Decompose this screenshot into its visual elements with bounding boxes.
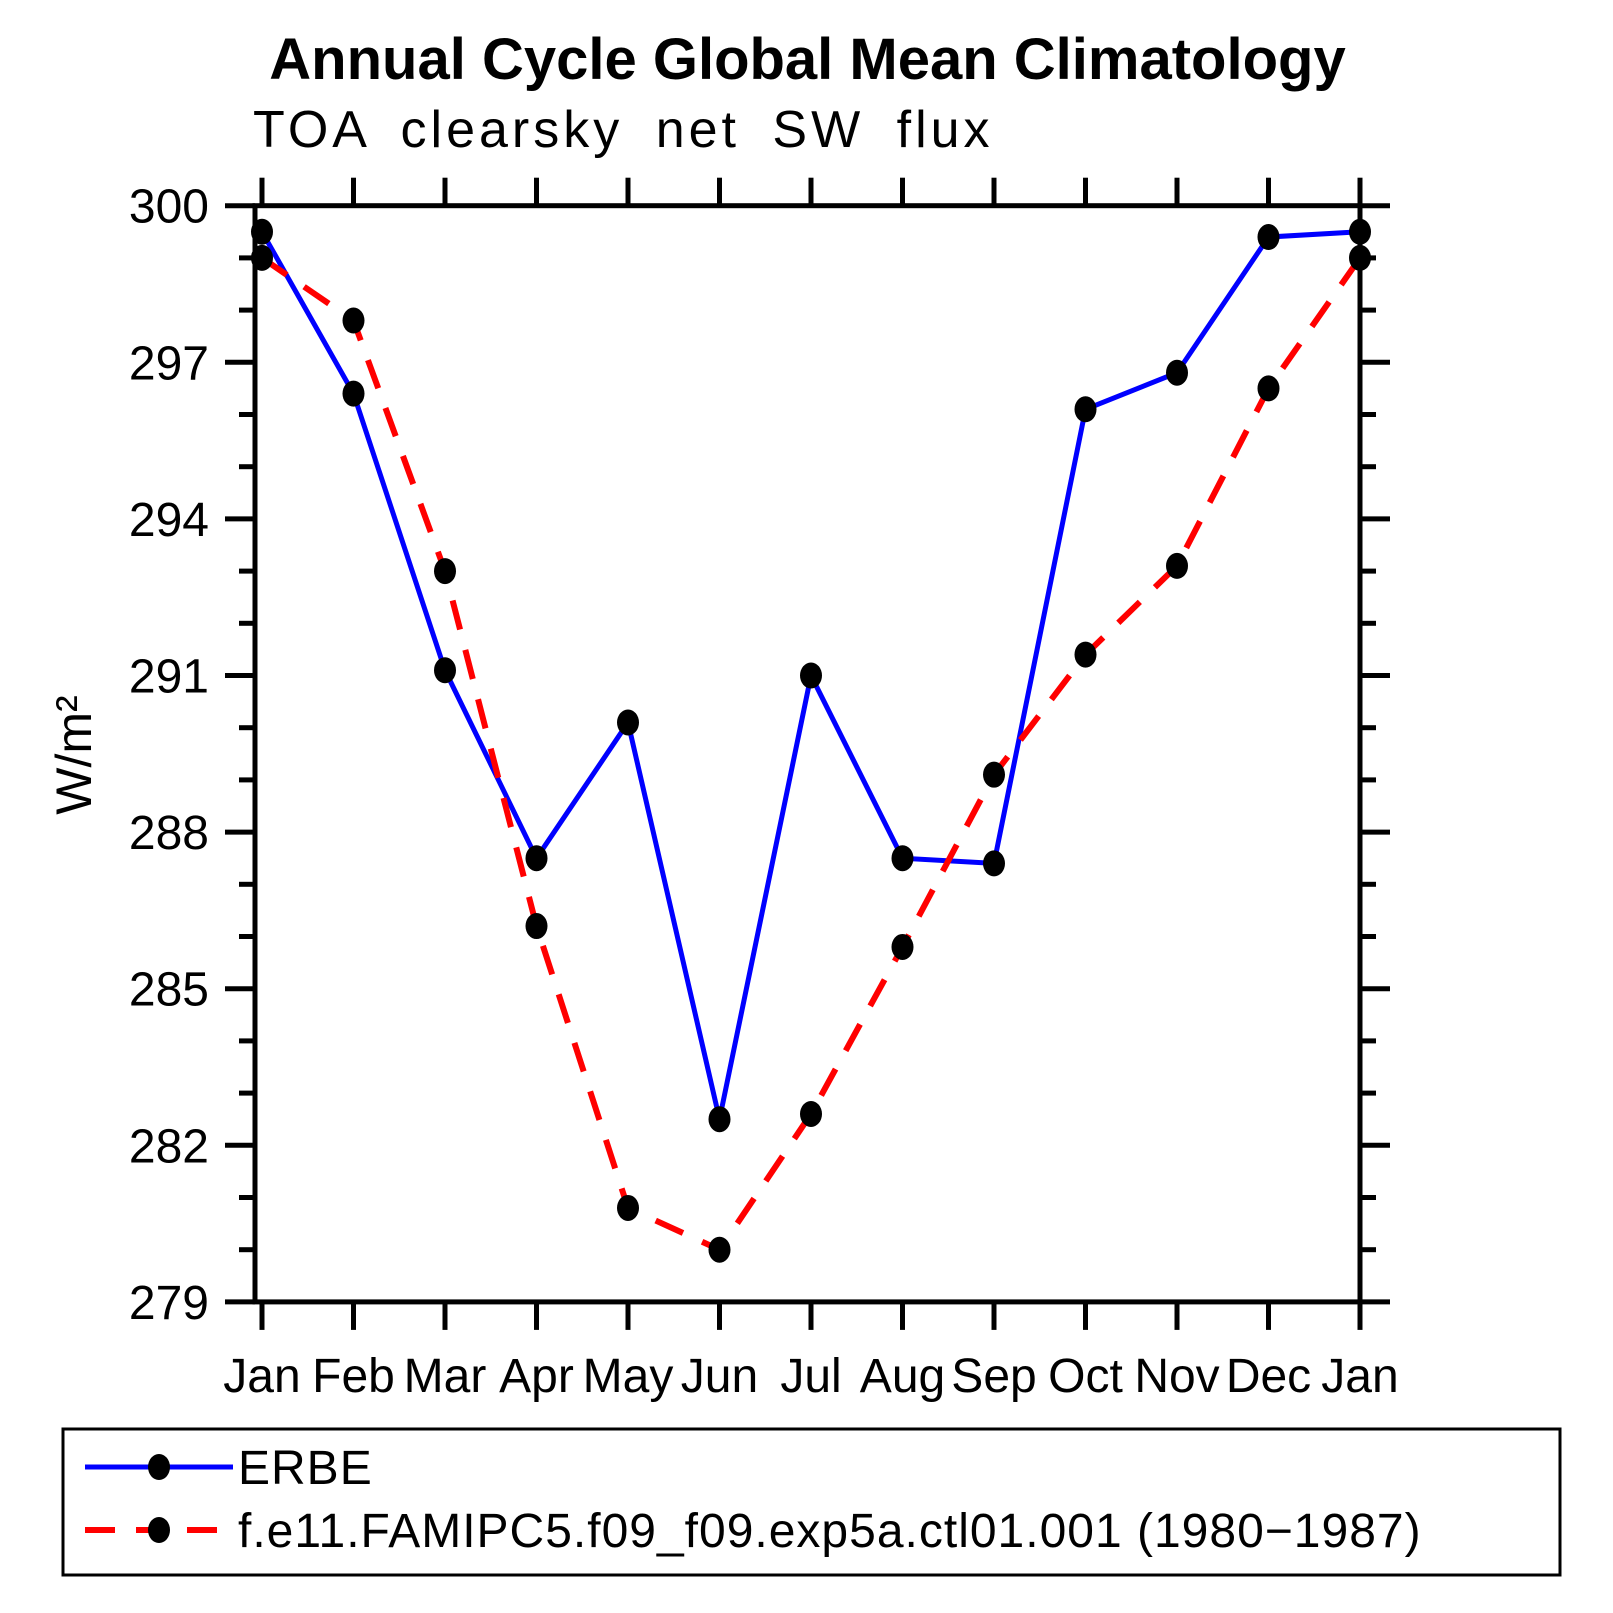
model-point-Mar-2 (434, 558, 456, 585)
x-tick-label: Dec (1226, 1350, 1311, 1403)
y-tick-label: 300 (129, 181, 209, 234)
legend: ERBE f.e11.FAMIPC5.f09_f09.exp5a.ctl01.0… (61, 1427, 1562, 1577)
legend-model-marker-icon (148, 1517, 170, 1543)
x-tick-label: Aug (860, 1350, 945, 1403)
legend-erbe-marker-icon (148, 1454, 170, 1480)
erbe-point-Dec-11 (1257, 224, 1280, 251)
y-tick-label: 288 (129, 807, 209, 860)
model-point-Jan-12 (1349, 244, 1371, 271)
x-tick-label: Oct (1048, 1350, 1123, 1403)
erbe-point-Aug-7 (891, 845, 914, 872)
chart-subtitle: TOA clearsky net SW flux (253, 101, 994, 159)
erbe-point-Apr-3 (525, 845, 548, 872)
x-tick-label: Sep (951, 1350, 1036, 1403)
y-tick-label: 285 (129, 964, 209, 1017)
model-point-May-4 (617, 1194, 639, 1221)
model-point-Apr-3 (525, 913, 548, 940)
y-tick-label: 294 (129, 494, 209, 547)
model-point-Aug-7 (891, 933, 914, 960)
model-point-Jun-5 (708, 1236, 731, 1263)
erbe-point-Feb-1 (342, 380, 365, 407)
y-tick-label: 279 (129, 1277, 209, 1330)
y-tick-label: 282 (129, 1120, 209, 1173)
model-point-Oct-9 (1074, 641, 1097, 668)
x-tick-label: May (583, 1350, 674, 1403)
x-tick-label: Apr (499, 1350, 574, 1403)
model-point-Feb-1 (342, 307, 365, 334)
erbe-point-Oct-9 (1074, 396, 1097, 423)
erbe-point-Nov-10 (1166, 359, 1188, 386)
x-tick-label: Mar (404, 1350, 487, 1403)
legend-model-label: f.e11.FAMIPC5.f09_f09.exp5a.ctl01.001 (1… (238, 1505, 1422, 1558)
model-point-Sep-8 (983, 761, 1005, 788)
erbe-point-Jun-5 (708, 1106, 731, 1133)
erbe-point-May-4 (617, 709, 639, 736)
model-point-Dec-11 (1257, 375, 1280, 402)
x-tick-label: Jun (681, 1350, 758, 1403)
erbe-point-Jan-0 (251, 218, 273, 245)
y-tick-label: 297 (129, 337, 209, 390)
chart-title: Annual Cycle Global Mean Climatology (269, 27, 1346, 92)
legend-erbe-label: ERBE (238, 1442, 373, 1495)
plot-frame (252, 203, 1363, 1305)
legend-box (61, 1427, 1562, 1577)
erbe-point-Jul-6 (800, 662, 822, 689)
y-tick-label: 291 (129, 651, 209, 704)
erbe-point-Jan-12 (1349, 218, 1371, 245)
x-tick-label: Nov (1134, 1350, 1219, 1403)
x-tick-label: Jan (223, 1350, 300, 1403)
model-point-Jan-0 (251, 244, 273, 271)
x-tick-label: Jul (780, 1350, 841, 1403)
x-tick-label: Feb (312, 1350, 395, 1403)
model-series-line (260, 255, 1363, 1254)
erbe-point-Sep-8 (983, 850, 1005, 877)
model-point-Jul-6 (800, 1100, 822, 1127)
model-point-Nov-10 (1166, 552, 1188, 579)
x-tick-label: Jan (1321, 1350, 1398, 1403)
erbe-point-Mar-2 (434, 657, 456, 684)
